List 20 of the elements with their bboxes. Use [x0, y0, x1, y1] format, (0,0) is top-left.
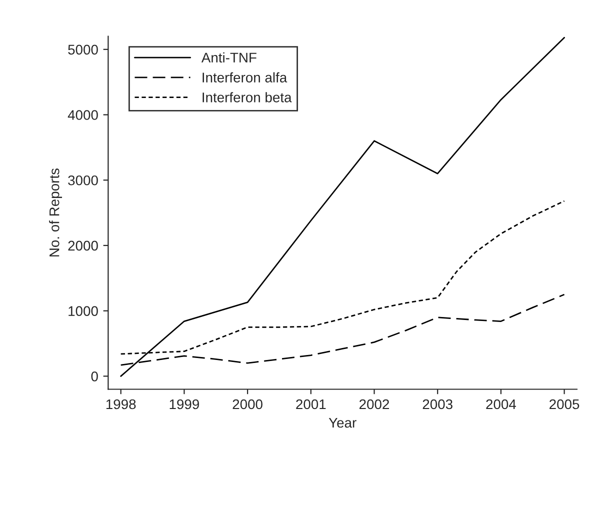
x-tick-label: 2005: [550, 399, 580, 410]
x-tick-label: 2000: [232, 399, 262, 410]
legend-label: Interferon beta: [202, 92, 292, 102]
y-tick-label: 2000: [68, 240, 98, 251]
y-tick-label: 3000: [68, 175, 98, 186]
y-axis-title: No. of Reports: [49, 168, 62, 256]
y-tick-label: 5000: [68, 44, 98, 55]
x-tick-label: 2002: [359, 399, 389, 410]
x-axis-title: Year: [328, 418, 356, 428]
legend-label: Interferon alfa: [202, 72, 288, 82]
x-tick-label: 1998: [106, 399, 136, 410]
y-tick-label: 0: [91, 372, 98, 382]
line-series: [120, 36, 565, 377]
y-tick-label: 4000: [68, 110, 98, 120]
x-tick-label: 2003: [422, 399, 452, 410]
x-tick-label: 2001: [296, 399, 326, 410]
x-tick-label: 2004: [486, 399, 516, 410]
x-tick-label: 1999: [170, 399, 199, 410]
y-tick-label: 1000: [68, 306, 98, 316]
legend-label: Anti-TNF: [201, 52, 256, 63]
